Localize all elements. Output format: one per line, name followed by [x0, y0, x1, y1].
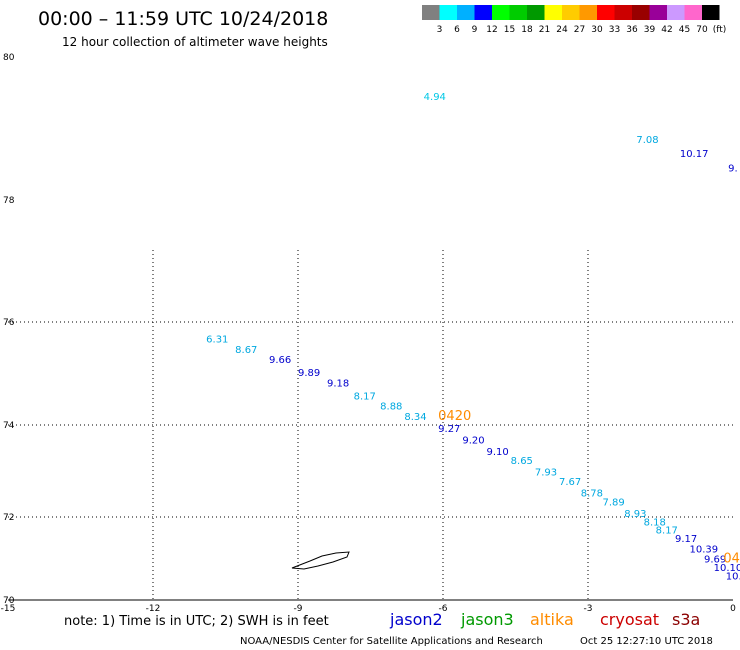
colorbar-swatch	[492, 5, 510, 20]
wave-height-point: 7.67	[559, 477, 581, 488]
wave-height-labels: 4.947.0810.179.6.318.679.669.899.188.178…	[206, 92, 740, 582]
colorbar-label: 30	[591, 25, 603, 35]
colorbar-swatch	[527, 5, 545, 20]
chart-title: 00:00 – 11:59 UTC 10/24/2018	[38, 8, 328, 30]
wave-height-point: 9.27	[438, 424, 460, 435]
map-grid	[8, 250, 733, 601]
x-tick-label: -6	[439, 604, 448, 614]
chart-subtitle: 12 hour collection of altimeter wave hei…	[62, 35, 328, 49]
y-tick-label: 78	[3, 196, 15, 206]
y-tick-label: 74	[3, 421, 15, 431]
wave-height-point: 4.94	[424, 92, 446, 103]
wave-height-point: 8.17	[354, 391, 376, 402]
pass-time-label: 0420	[438, 409, 471, 424]
colorbar-label: 42	[661, 25, 672, 35]
wave-height-point: 8.78	[581, 488, 603, 499]
colorbar-label: 24	[556, 25, 568, 35]
wave-height-point: 10.4	[726, 571, 740, 582]
axis-ticks: -15 -12 -9 -6 -3 0 70 72 74 76 78 80	[1, 53, 736, 614]
colorbar-swatch	[667, 5, 685, 20]
colorbar-label: 3	[437, 25, 443, 35]
colorbar-label: 39	[644, 25, 656, 35]
y-tick-label: 70	[3, 596, 15, 606]
legend-jason2: jason2	[389, 610, 443, 629]
legend-altika: altika	[530, 610, 574, 629]
colorbar-swatch	[562, 5, 580, 20]
wave-height-point: 8.17	[656, 526, 678, 537]
wave-height-point: 10.39	[690, 544, 719, 555]
y-tick-label: 80	[3, 53, 15, 63]
colorbar-swatch	[509, 5, 527, 20]
wave-height-point: 8.88	[380, 402, 402, 413]
colorbar-label: 15	[504, 25, 515, 35]
wave-height-point: 6.31	[206, 335, 228, 346]
colorbar-swatch	[649, 5, 667, 20]
x-tick-label: -9	[294, 604, 303, 614]
wave-height-point: 8.18	[644, 517, 666, 528]
satellite-legend: jason2 jason3 altika cryosat s3a	[389, 610, 700, 629]
colorbar-swatch	[614, 5, 632, 20]
island-outline	[291, 551, 350, 570]
x-tick-label: 0	[730, 604, 736, 614]
footer-note: note: 1) Time is in UTC; 2) SWH is in fe…	[64, 614, 329, 629]
colorbar-swatch	[579, 5, 597, 20]
y-tick-label: 72	[3, 513, 14, 523]
colorbar-label: 21	[539, 25, 550, 35]
colorbar-swatch	[632, 5, 650, 20]
x-tick-label: -12	[146, 604, 161, 614]
colorbar-swatch	[544, 5, 562, 20]
legend-jason3: jason3	[460, 610, 514, 629]
colorbar-label: 9	[472, 25, 478, 35]
colorbar-swatch	[474, 5, 492, 20]
wave-height-point: 10.17	[680, 149, 709, 160]
colorbar-label: 45	[679, 25, 690, 35]
wave-height-point: 7.08	[636, 135, 658, 146]
legend-s3a: s3a	[672, 610, 700, 629]
wave-height-point: 9.66	[269, 355, 291, 366]
wave-height-point: 8.93	[624, 509, 646, 520]
colorbar-label: (ft)	[713, 25, 727, 35]
y-tick-label: 76	[3, 318, 15, 328]
colorbar-swatch	[422, 5, 440, 20]
colorbar-swatch	[684, 5, 702, 20]
wave-height-point: 9.18	[327, 378, 349, 389]
pass-time-label: 04	[723, 552, 740, 567]
colorbar-label: 27	[574, 25, 585, 35]
legend-cryosat: cryosat	[600, 610, 659, 629]
wave-height-point: 9.10	[487, 447, 509, 458]
wave-height-point: 9.89	[298, 368, 320, 379]
wave-height-point: 7.89	[603, 498, 625, 509]
colorbar-swatch	[597, 5, 615, 20]
colorbar-label: 12	[486, 25, 497, 35]
x-tick-label: -3	[584, 604, 593, 614]
wave-height-point: 9.17	[675, 534, 697, 545]
colorbar-label: 33	[609, 25, 620, 35]
footer-timestamp: Oct 25 12:27:10 UTC 2018	[580, 636, 713, 647]
wave-height-point: 8.34	[404, 412, 426, 423]
wave-height-point: 9.20	[462, 435, 484, 446]
footer-credit: NOAA/NESDIS Center for Satellite Applica…	[240, 636, 543, 647]
wave-height-point: 9.	[728, 163, 738, 174]
colorbar-swatch	[457, 5, 475, 20]
colorbar-label: 70	[696, 25, 708, 35]
wave-height-point: 10.10	[714, 563, 740, 574]
wave-height-point: 7.93	[535, 468, 557, 479]
wave-height-point: 8.65	[511, 456, 533, 467]
colorbar-label: 36	[626, 25, 638, 35]
x-tick-label: -15	[1, 604, 16, 614]
wave-height-point: 8.67	[235, 345, 257, 356]
colorbar-swatch	[439, 5, 457, 20]
colorbar-label: 6	[454, 25, 460, 35]
colorbar-label: 18	[521, 25, 533, 35]
wave-height-point: 9.69	[704, 555, 726, 566]
colorbar-swatch	[702, 5, 720, 20]
colorbar-legend: 3 6 9 12 15 18 21 24 27 30 33 36 39 42 45 70 (ft)	[422, 5, 726, 35]
